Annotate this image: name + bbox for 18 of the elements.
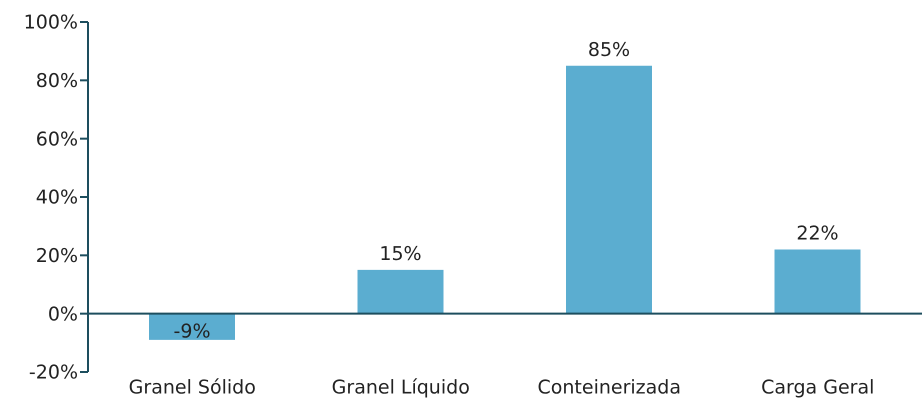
x-tick-label: Granel Líquido — [332, 376, 470, 398]
bar — [566, 66, 652, 314]
data-label: 22% — [796, 222, 839, 244]
y-tick-label: 0% — [48, 303, 78, 326]
y-tick-label: 20% — [36, 245, 78, 268]
x-tick-label: Conteinerizada — [538, 376, 681, 398]
x-tick-label: Granel Sólido — [128, 376, 256, 398]
bar — [358, 270, 444, 314]
y-tick-label: 100% — [24, 12, 78, 34]
bar — [774, 250, 860, 314]
data-label: 85% — [588, 38, 630, 61]
y-tick-label: 60% — [36, 128, 78, 150]
y-tick-label: 80% — [36, 70, 78, 92]
y-tick-label: 40% — [36, 186, 78, 209]
x-tick-label: Carga Geral — [761, 376, 874, 398]
y-tick-label: -20% — [28, 362, 78, 384]
data-label: 15% — [379, 242, 422, 265]
data-label: -9% — [174, 320, 210, 343]
